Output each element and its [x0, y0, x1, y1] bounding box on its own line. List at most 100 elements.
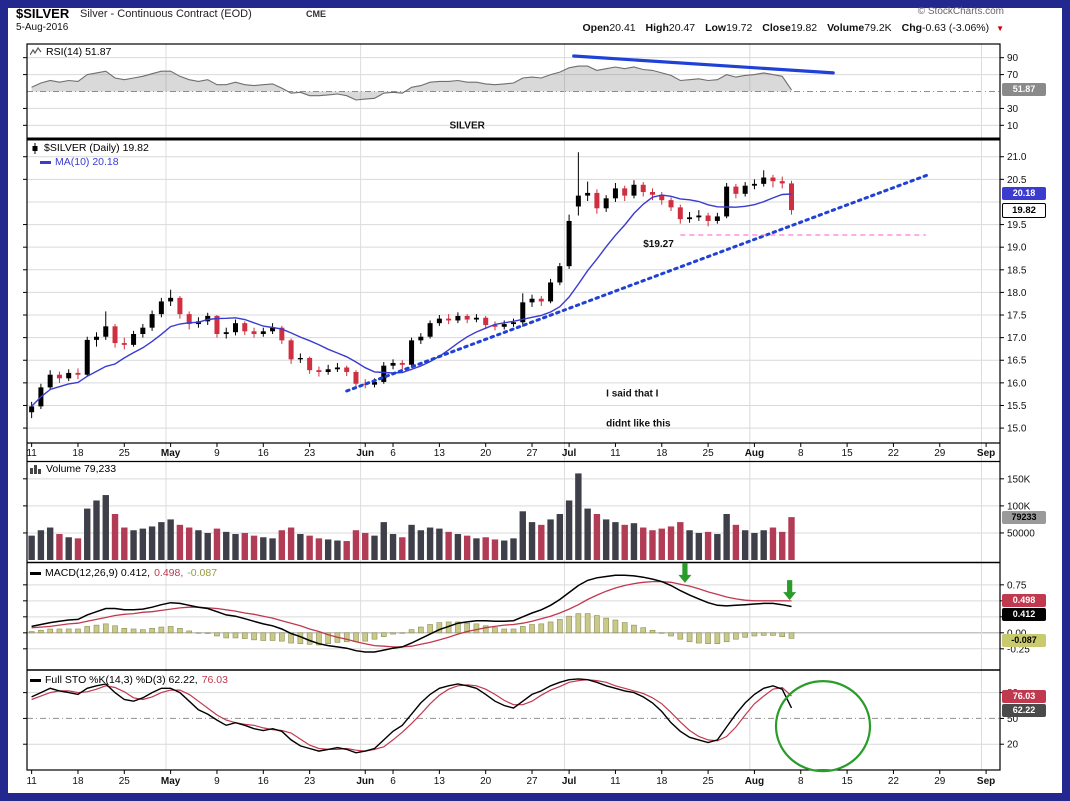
svg-text:13: 13 — [434, 448, 446, 459]
svg-text:23: 23 — [304, 448, 316, 459]
svg-text:20.5: 20.5 — [1007, 175, 1027, 186]
svg-text:Jul: Jul — [562, 776, 577, 787]
svg-text:18: 18 — [72, 776, 84, 787]
svg-text:13: 13 — [434, 776, 446, 787]
ma-legend: MA(10) 20.18 — [40, 156, 119, 168]
volume-legend: Volume 79,233 — [30, 463, 116, 475]
candlestick-icon — [32, 142, 38, 154]
symbol-title: $SILVER — [16, 6, 70, 21]
svg-text:100K: 100K — [1007, 501, 1031, 512]
svg-text:20: 20 — [480, 448, 492, 459]
svg-text:Jul: Jul — [562, 448, 577, 459]
svg-text:150K: 150K — [1007, 474, 1031, 485]
macd-hist-value: -0.087 — [187, 567, 218, 579]
svg-text:Aug: Aug — [745, 448, 764, 459]
ma-value-badge: 20.18 — [1002, 187, 1046, 200]
svg-text:19.0: 19.0 — [1007, 243, 1027, 254]
svg-text:27: 27 — [526, 776, 538, 787]
svg-text:25: 25 — [703, 776, 715, 787]
sto-percent-k-badge: 62.22 — [1002, 704, 1046, 717]
stochastic-legend: Full STO %K(14,3) %D(3) 62.22, 76.03 — [30, 674, 228, 686]
sto-d-value: 76.03 — [201, 674, 228, 686]
svg-text:11: 11 — [610, 776, 621, 787]
svg-text:16: 16 — [258, 776, 270, 787]
svg-text:15: 15 — [842, 776, 854, 787]
svg-text:22: 22 — [888, 448, 900, 459]
open-label: Open — [582, 22, 610, 34]
macd-legend: MACD(12,26,9) 0.412, 0.498, -0.087 — [30, 567, 217, 579]
svg-text:21.0: 21.0 — [1007, 152, 1027, 163]
svg-text:15.0: 15.0 — [1007, 424, 1027, 435]
svg-text:-0.25: -0.25 — [1007, 644, 1030, 655]
svg-text:Jun: Jun — [356, 448, 374, 459]
svg-text:18.0: 18.0 — [1007, 288, 1027, 299]
svg-text:20: 20 — [480, 776, 492, 787]
svg-text:16.0: 16.0 — [1007, 378, 1027, 389]
ohlc-quote-bar: Open20.41 High20.47 Low19.72 Close19.82 … — [576, 22, 1005, 34]
pulse-icon — [30, 47, 42, 56]
low-label: Low — [705, 22, 727, 34]
svg-text:17.0: 17.0 — [1007, 333, 1027, 344]
svg-text:15: 15 — [842, 448, 854, 459]
svg-text:11: 11 — [610, 448, 621, 459]
svg-text:Jun: Jun — [356, 776, 374, 787]
macd-legend-label: MACD(12,26,9) 0.412, — [45, 567, 151, 579]
svg-text:27: 27 — [526, 448, 538, 459]
svg-text:25: 25 — [119, 776, 131, 787]
exchange-label: CME — [306, 9, 326, 19]
svg-text:6: 6 — [390, 776, 396, 787]
svg-text:30: 30 — [1007, 104, 1019, 115]
svg-text:6: 6 — [390, 448, 396, 459]
open-value: 20.41 — [609, 22, 636, 34]
svg-text:17.5: 17.5 — [1007, 311, 1027, 322]
high-label: High — [645, 22, 669, 34]
rsi-legend-label: RSI(14) 51.87 — [46, 46, 112, 58]
sto-percent-d-badge: 76.03 — [1002, 690, 1046, 703]
svg-text:22: 22 — [888, 776, 900, 787]
sto-line-swatch-icon — [30, 678, 41, 682]
volume-label: Volume — [827, 22, 865, 34]
svg-text:18: 18 — [72, 448, 84, 459]
svg-text:15.5: 15.5 — [1007, 401, 1027, 412]
high-value: 20.47 — [668, 22, 696, 34]
svg-text:29: 29 — [934, 448, 946, 459]
chart-date: 5-Aug-2016 — [16, 22, 69, 33]
close-value: 19.82 — [790, 22, 818, 34]
volume-legend-label: Volume 79,233 — [46, 463, 117, 475]
svg-text:50000: 50000 — [1007, 528, 1035, 539]
volume-value-badge: 79233 — [1002, 511, 1046, 524]
rsi-legend: RSI(14) 51.87 — [30, 46, 111, 58]
svg-text:Aug: Aug — [745, 776, 764, 787]
copyright-label: © StockCharts.com — [917, 6, 1004, 17]
sto-legend-label: Full STO %K(14,3) %D(3) 62.22, — [45, 674, 198, 686]
price-legend: $SILVER (Daily) 19.82 — [30, 142, 149, 154]
low-value: 19.72 — [726, 22, 753, 34]
svg-text:$19.27: $19.27 — [643, 239, 674, 250]
volume-value: 79.2K — [864, 22, 892, 34]
svg-text:9: 9 — [214, 448, 220, 459]
macd-signal-value: 0.498, — [154, 567, 184, 579]
svg-text:29: 29 — [934, 776, 946, 787]
svg-text:10: 10 — [1007, 121, 1019, 132]
svg-text:9: 9 — [214, 776, 220, 787]
svg-text:Sep: Sep — [977, 448, 995, 459]
svg-text:May: May — [161, 448, 181, 459]
macd-histogram-badge: -0.087 — [1002, 634, 1046, 647]
symbol-description: Silver - Continuous Contract (EOD) — [80, 8, 252, 20]
macd-signal-badge: 0.498 — [1002, 594, 1046, 607]
change-label: Chg — [901, 22, 923, 34]
bars-icon — [30, 465, 41, 474]
price-legend-label: $SILVER (Daily) 19.82 — [44, 142, 149, 154]
svg-text:8: 8 — [798, 448, 804, 459]
svg-text:0.00: 0.00 — [1007, 628, 1027, 639]
svg-text:16.5: 16.5 — [1007, 356, 1027, 367]
rsi-value-badge: 51.87 — [1002, 83, 1046, 96]
change-down-triangle-icon: ▼ — [996, 24, 1004, 33]
svg-text:23: 23 — [304, 776, 316, 787]
svg-text:19.5: 19.5 — [1007, 220, 1027, 231]
svg-text:90: 90 — [1007, 53, 1019, 64]
svg-text:25: 25 — [119, 448, 131, 459]
macd-line-badge: 0.412 — [1002, 608, 1046, 621]
